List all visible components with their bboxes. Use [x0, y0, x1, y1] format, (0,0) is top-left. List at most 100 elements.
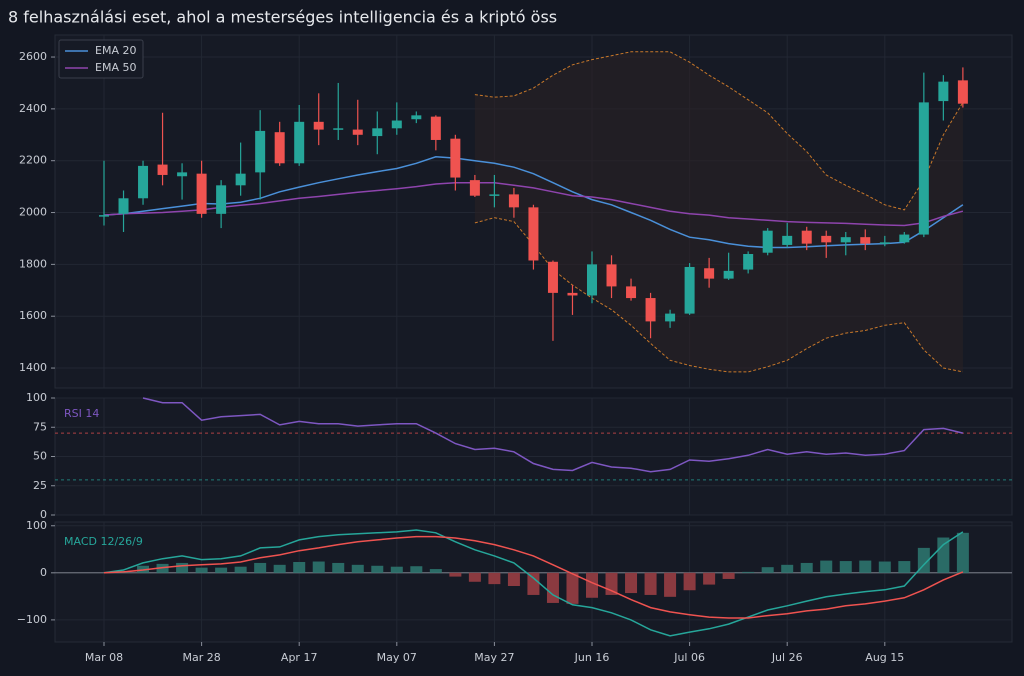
candle-body [489, 194, 500, 196]
histogram-bar [742, 571, 755, 573]
candle-body [938, 81, 949, 102]
histogram-bar [898, 561, 911, 573]
y-tick-label: 2200 [19, 154, 47, 167]
y-tick-label: 75 [33, 420, 47, 433]
histogram-bar [625, 572, 638, 594]
x-tick-label: Apr 17 [281, 651, 318, 664]
histogram-bar [195, 567, 208, 573]
histogram-bar [468, 572, 481, 582]
candle-body [801, 230, 812, 244]
candle-body [157, 164, 168, 175]
histogram-bar [410, 566, 423, 573]
x-tick-label: Jul 26 [771, 651, 803, 664]
y-tick-label: 1400 [19, 361, 47, 374]
candle-body [411, 115, 422, 120]
candle-body [957, 80, 968, 104]
y-tick-label: 2400 [19, 102, 47, 115]
candle-body [665, 313, 676, 322]
histogram-bar [527, 572, 540, 595]
histogram-bar [683, 572, 696, 591]
histogram-bar [488, 572, 501, 585]
histogram-bar [839, 561, 852, 573]
x-tick-label: Mar 28 [182, 651, 220, 664]
y-tick-label: 50 [33, 450, 47, 463]
histogram-bar [566, 572, 579, 604]
candle-body [372, 128, 383, 137]
histogram-bar [761, 567, 774, 573]
band-upper [474, 51, 964, 211]
histogram-bar [176, 562, 189, 573]
histogram-bar [937, 537, 950, 573]
histogram-bar [293, 562, 306, 573]
chart-title: 8 felhasználási eset, ahol a mesterséges… [8, 8, 557, 27]
x-tick-label: Jun 16 [574, 651, 610, 664]
histogram-bar [703, 572, 716, 585]
macd-line [103, 535, 964, 619]
y-tick-label: −100 [17, 613, 47, 626]
y-tick-label: 0 [40, 566, 47, 579]
candle-body [645, 298, 656, 322]
histogram-bar [800, 562, 813, 573]
histogram-bar [351, 564, 364, 573]
histogram-bar [390, 566, 403, 573]
histogram-bar [254, 562, 267, 573]
candle-body [274, 132, 285, 164]
x-tick-label: May 07 [377, 651, 417, 664]
candle-body [743, 254, 754, 270]
macd-line [103, 529, 964, 637]
candle-body [333, 128, 344, 130]
histogram-bar [820, 560, 833, 573]
candle-body [762, 230, 773, 253]
candle-body [860, 237, 871, 244]
candle-body [918, 102, 929, 235]
y-tick-label: 2600 [19, 50, 47, 63]
x-tick-label: Jul 06 [673, 651, 705, 664]
histogram-bar [215, 567, 228, 573]
candle-body [118, 198, 129, 214]
candle-body [138, 165, 149, 199]
y-tick-label: 0 [40, 508, 47, 521]
histogram-bar [917, 547, 930, 573]
candle-body [430, 116, 441, 140]
legend: EMA 20 EMA 50 [58, 39, 144, 79]
candle-body [508, 194, 519, 208]
y-tick-label: 100 [26, 519, 47, 532]
candle-body [840, 237, 851, 243]
histogram-bar [507, 572, 520, 586]
histogram-bar [429, 569, 442, 573]
histogram-bar [722, 572, 735, 579]
candle-body [235, 173, 246, 186]
y-tick-label: 25 [33, 479, 47, 492]
candle-body [879, 242, 890, 244]
candle-body [567, 292, 578, 296]
candle-body [313, 121, 324, 130]
candle-body [684, 266, 695, 314]
legend-label: EMA 20 [95, 44, 136, 57]
histogram-bar [449, 572, 462, 577]
candle-body [177, 172, 188, 177]
histogram-bar [332, 562, 345, 573]
histogram-bar [586, 572, 598, 598]
candle-body [469, 180, 480, 196]
rsi-line [142, 397, 964, 473]
histogram-bar [956, 532, 969, 573]
histogram-bar [546, 572, 559, 603]
x-tick-label: May 27 [474, 651, 514, 664]
histogram-bar [859, 560, 872, 573]
histogram-bar [664, 572, 677, 597]
y-tick-label: 1800 [19, 257, 47, 270]
candle-body [587, 264, 597, 296]
histogram-bar [371, 565, 384, 573]
ema-line [103, 156, 964, 249]
candle-body [723, 270, 734, 279]
x-tick-label: Mar 08 [85, 651, 123, 664]
x-tick-label: Aug 15 [865, 651, 904, 664]
histogram-bar [878, 561, 891, 573]
candle-body [626, 286, 637, 299]
candle-body [704, 268, 715, 279]
histogram-bar [781, 564, 794, 573]
legend-label: EMA 50 [95, 61, 136, 74]
candle-body [352, 129, 363, 135]
ema-line [103, 181, 964, 227]
